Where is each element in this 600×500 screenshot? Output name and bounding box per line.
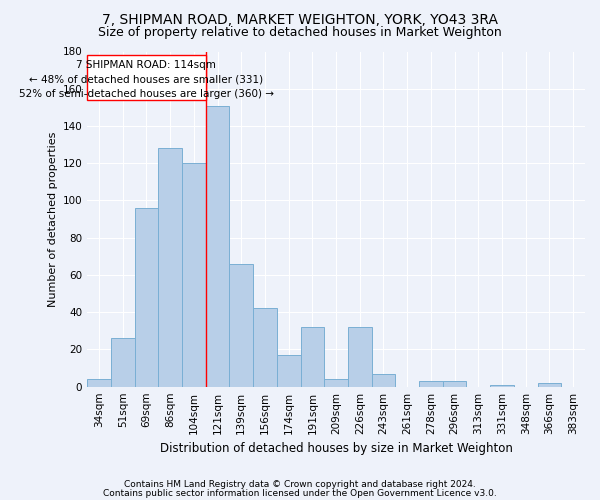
X-axis label: Distribution of detached houses by size in Market Weighton: Distribution of detached houses by size … (160, 442, 512, 455)
Text: 7, SHIPMAN ROAD, MARKET WEIGHTON, YORK, YO43 3RA: 7, SHIPMAN ROAD, MARKET WEIGHTON, YORK, … (102, 12, 498, 26)
Bar (182, 163, 206, 386)
Text: Contains HM Land Registry data © Crown copyright and database right 2024.: Contains HM Land Registry data © Crown c… (124, 480, 476, 489)
Text: ← 48% of detached houses are smaller (331): ← 48% of detached houses are smaller (33… (29, 74, 263, 85)
Bar (324, 379, 348, 386)
Text: Contains public sector information licensed under the Open Government Licence v3: Contains public sector information licen… (103, 489, 497, 498)
Bar (419, 381, 443, 386)
Bar (277, 355, 301, 386)
Bar (229, 264, 253, 386)
Text: 7 SHIPMAN ROAD: 114sqm: 7 SHIPMAN ROAD: 114sqm (76, 60, 217, 70)
Bar (443, 381, 466, 386)
Bar (87, 379, 111, 386)
Text: Size of property relative to detached houses in Market Weighton: Size of property relative to detached ho… (98, 26, 502, 39)
Bar (348, 327, 371, 386)
FancyBboxPatch shape (87, 55, 206, 100)
Bar (490, 385, 514, 386)
Bar (538, 383, 561, 386)
Bar (134, 208, 158, 386)
Bar (158, 148, 182, 386)
Text: 52% of semi-detached houses are larger (360) →: 52% of semi-detached houses are larger (… (19, 90, 274, 100)
Bar (111, 338, 134, 386)
Y-axis label: Number of detached properties: Number of detached properties (49, 132, 58, 307)
Bar (253, 308, 277, 386)
Bar (301, 327, 324, 386)
Bar (371, 374, 395, 386)
Bar (206, 106, 229, 386)
